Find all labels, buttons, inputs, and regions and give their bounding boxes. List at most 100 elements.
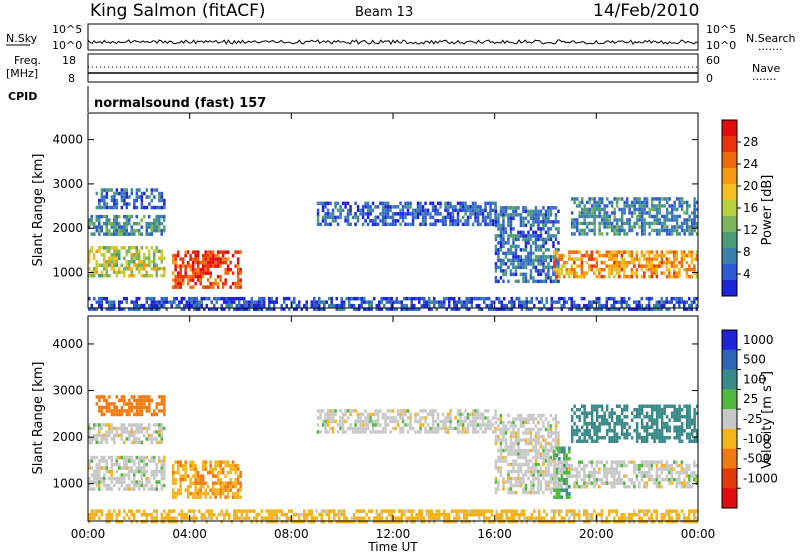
scatter-cell <box>187 488 190 492</box>
scatter-cell <box>608 412 611 416</box>
scatter-cell <box>502 262 505 266</box>
scatter-cell <box>621 261 624 265</box>
scatter-cell <box>666 257 669 261</box>
scatter-cell <box>593 222 596 226</box>
scatter-cell <box>163 509 166 513</box>
scatter-cell <box>683 254 686 258</box>
power-colorbar-tick-label: 28 <box>743 135 758 149</box>
scatter-cell <box>557 442 560 446</box>
scatter-cell <box>505 241 508 245</box>
scatter-cell <box>545 213 548 217</box>
scatter-cell <box>542 266 545 270</box>
scatter-cell <box>356 516 359 520</box>
scatter-cell <box>136 406 139 410</box>
scatter-cell <box>501 300 504 304</box>
scatter-cell <box>123 456 126 460</box>
scatter-cell <box>207 250 210 254</box>
scatter-cell <box>489 223 492 227</box>
scatter-cell <box>601 405 604 409</box>
scatter-cell <box>213 304 216 308</box>
scatter-cell <box>452 216 455 220</box>
scatter-cell <box>603 215 606 219</box>
scatter-cell <box>628 426 631 430</box>
scatter-cell <box>116 395 119 399</box>
scatter-cell <box>417 413 420 417</box>
scatter-cell <box>193 520 196 524</box>
scatter-cell <box>271 509 274 513</box>
scatter-cell <box>118 257 121 261</box>
scatter-cell <box>138 232 141 236</box>
scatter-cell <box>239 282 242 286</box>
scatter-cell <box>616 254 619 258</box>
scatter-cell <box>581 254 584 258</box>
scatter-cell <box>643 264 646 268</box>
power-colorbar-tick-label: 24 <box>743 157 758 171</box>
scatter-cell <box>151 520 154 524</box>
scatter-cell <box>583 215 586 219</box>
scatter-cell <box>138 509 141 513</box>
scatter-cell <box>101 229 104 233</box>
scatter-cell <box>153 250 156 254</box>
scatter-cell <box>182 282 185 286</box>
scatter-cell <box>581 268 584 272</box>
scatter-cell <box>507 487 510 491</box>
scatter-cell <box>382 209 385 213</box>
scatter-cell <box>187 275 190 279</box>
scatter-cell <box>666 201 669 205</box>
scatter-cell <box>653 405 656 409</box>
scatter-cell <box>578 460 581 464</box>
scatter-cell <box>146 188 149 192</box>
scatter-cell <box>681 250 684 254</box>
scatter-cell <box>98 218 101 222</box>
scatter-cell <box>424 427 427 431</box>
scatter-cell <box>133 487 136 491</box>
scatter-cell <box>219 264 222 268</box>
scatter-cell <box>681 467 684 471</box>
scatter-cell <box>626 433 629 437</box>
scatter-cell <box>377 413 380 417</box>
scatter-cell <box>563 467 566 471</box>
scatter-cell <box>136 423 139 427</box>
scatter-cell <box>517 466 520 470</box>
scatter-cell <box>199 261 202 265</box>
scatter-cell <box>616 232 619 236</box>
scatter-cell <box>111 430 114 434</box>
scatter-cell <box>434 223 437 227</box>
scatter-cell <box>676 218 679 222</box>
scatter-cell <box>558 467 561 471</box>
scatter-cell <box>389 430 392 434</box>
scatter-cell <box>668 464 671 468</box>
scatter-cell <box>656 429 659 433</box>
scatter-cell <box>641 297 644 301</box>
scatter-cell <box>158 206 161 210</box>
scatter-cell <box>141 477 144 481</box>
scatter-cell <box>283 297 286 301</box>
scatter-cell <box>616 204 619 208</box>
scatter-cell <box>332 427 335 431</box>
scatter-cell <box>196 300 199 304</box>
scatter-cell <box>342 416 345 420</box>
scatter-cell <box>578 211 581 215</box>
scatter-cell <box>525 241 528 245</box>
scatter-cell <box>505 255 508 259</box>
scatter-cell <box>591 422 594 426</box>
scatter-cell <box>397 423 400 427</box>
scatter-cell <box>153 260 156 264</box>
scatter-cell <box>101 427 104 431</box>
scatter-cell <box>535 456 538 460</box>
scatter-cell <box>550 227 553 231</box>
scatter-cell <box>136 304 139 308</box>
scatter-cell <box>209 460 212 464</box>
scatter-cell <box>581 208 584 212</box>
scatter-cell <box>527 438 530 442</box>
scatter-cell <box>177 271 180 275</box>
scatter-cell <box>653 204 656 208</box>
scatter-cell <box>256 304 259 308</box>
scatter-cell <box>505 449 508 453</box>
scatter-cell <box>517 238 520 242</box>
scatter-cell <box>626 232 629 236</box>
scatter-cell <box>369 219 372 223</box>
scatter-cell <box>194 271 197 275</box>
scatter-cell <box>573 201 576 205</box>
scatter-cell <box>136 413 139 417</box>
